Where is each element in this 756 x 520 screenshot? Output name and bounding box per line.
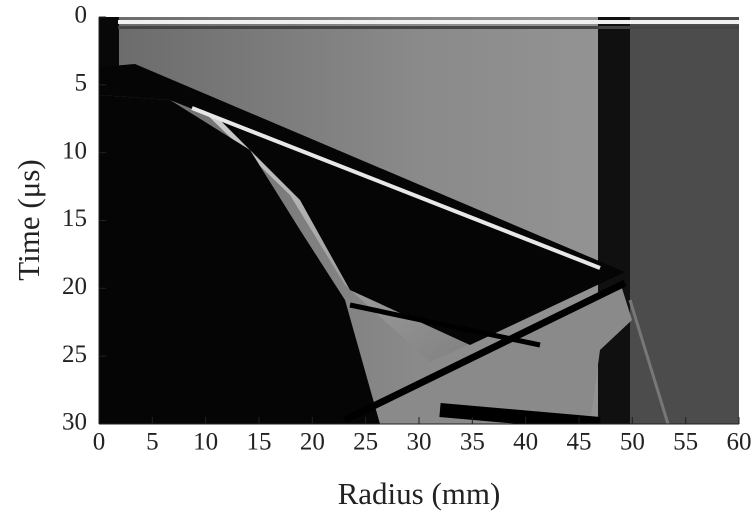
x-tick-label: 20 bbox=[300, 429, 325, 456]
y-tick-label: 10 bbox=[62, 137, 87, 164]
x-tick-label: 15 bbox=[247, 429, 272, 456]
x-tick-label: 55 bbox=[673, 429, 698, 456]
x-tick-label: 50 bbox=[620, 429, 645, 456]
y-tick-label: 25 bbox=[62, 341, 87, 368]
image bbox=[99, 17, 739, 424]
x-tick-label: 60 bbox=[727, 429, 752, 456]
x-tick-label: 30 bbox=[407, 429, 432, 456]
y-tick-label: 0 bbox=[75, 2, 88, 29]
chart: Radius (mm) Time (μs) 0 5 10 15 20 25 30 35 40 45… bbox=[0, 0, 756, 520]
x-tick-label: 40 bbox=[513, 429, 538, 456]
x-tick-label: 10 bbox=[193, 429, 218, 456]
x-tick-label: 45 bbox=[567, 429, 592, 456]
y-tick-label: 30 bbox=[62, 409, 87, 436]
y-tick-label: 5 bbox=[75, 70, 88, 97]
x-axis-label: Radius (mm) bbox=[338, 476, 501, 511]
x-tick-label: 5 bbox=[146, 429, 159, 456]
x-tick-label: 35 bbox=[460, 429, 485, 456]
x-tick-label: 0 bbox=[93, 429, 106, 456]
y-tick-label: 20 bbox=[62, 273, 87, 300]
x-tick-label: 25 bbox=[353, 429, 378, 456]
y-tick-label: 15 bbox=[62, 205, 87, 232]
y-axis-label: Time (μs) bbox=[11, 159, 46, 280]
